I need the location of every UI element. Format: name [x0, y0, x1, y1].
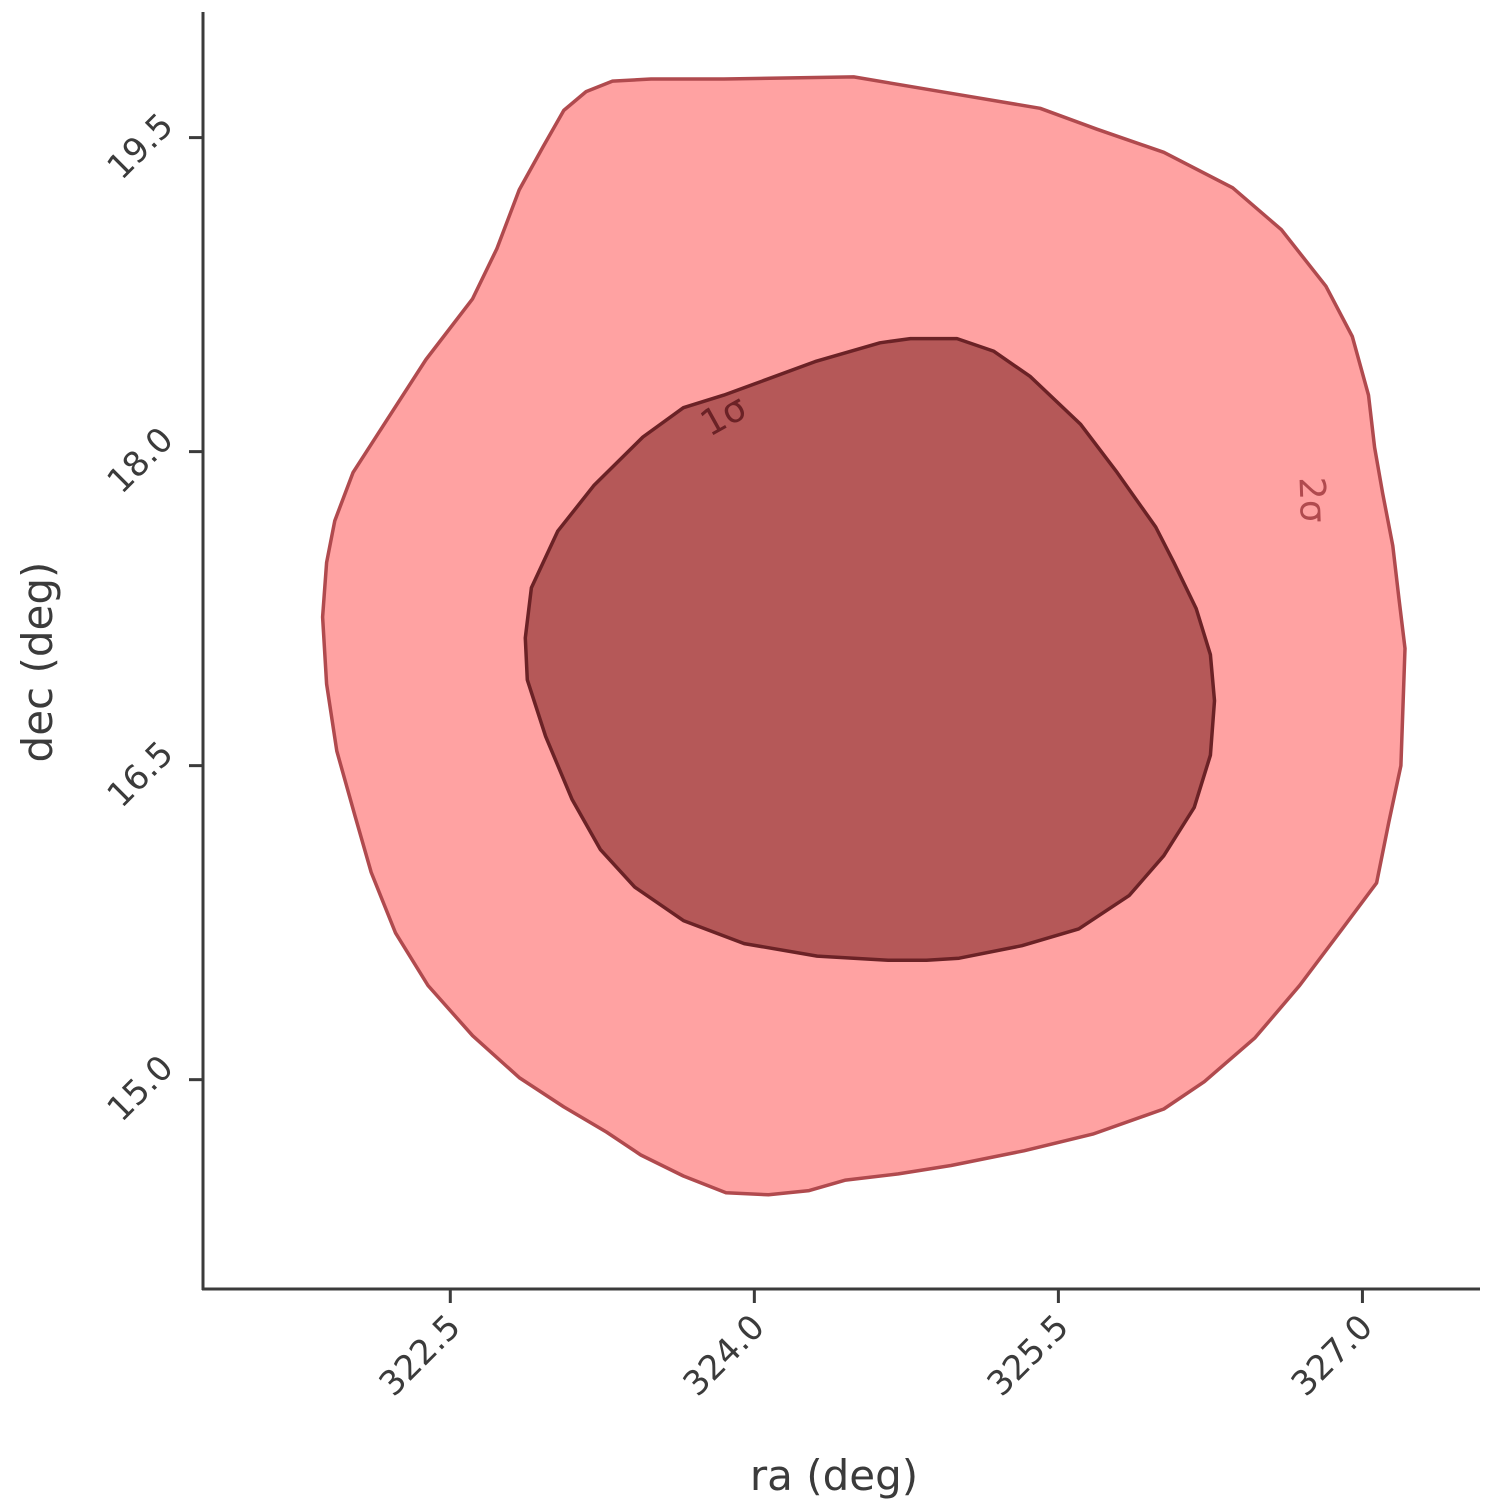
- contour-layer: [320, 75, 1407, 1197]
- contour-2-region: [523, 336, 1217, 963]
- y-tick-label: 18.0: [100, 420, 182, 502]
- x-tick-label: 324.0: [676, 1307, 773, 1404]
- y-axis-title: dec (deg): [13, 562, 62, 763]
- x-tick-label: 322.5: [372, 1307, 469, 1404]
- y-tick-label: 15.0: [100, 1048, 182, 1130]
- contour-label-1: 2σ: [1290, 476, 1333, 523]
- y-tick-label: 16.5: [100, 734, 182, 816]
- x-tick-label: 327.0: [1284, 1307, 1381, 1404]
- y-axis-ticks: 15.0 16.5 18.0 19.5: [100, 106, 203, 1130]
- x-tick-label: 325.5: [980, 1307, 1077, 1404]
- x-axis-title: ra (deg): [750, 1451, 918, 1500]
- x-axis-ticks: 322.5 324.0 325.5 327.0: [372, 1289, 1381, 1404]
- y-tick-label: 19.5: [100, 106, 182, 188]
